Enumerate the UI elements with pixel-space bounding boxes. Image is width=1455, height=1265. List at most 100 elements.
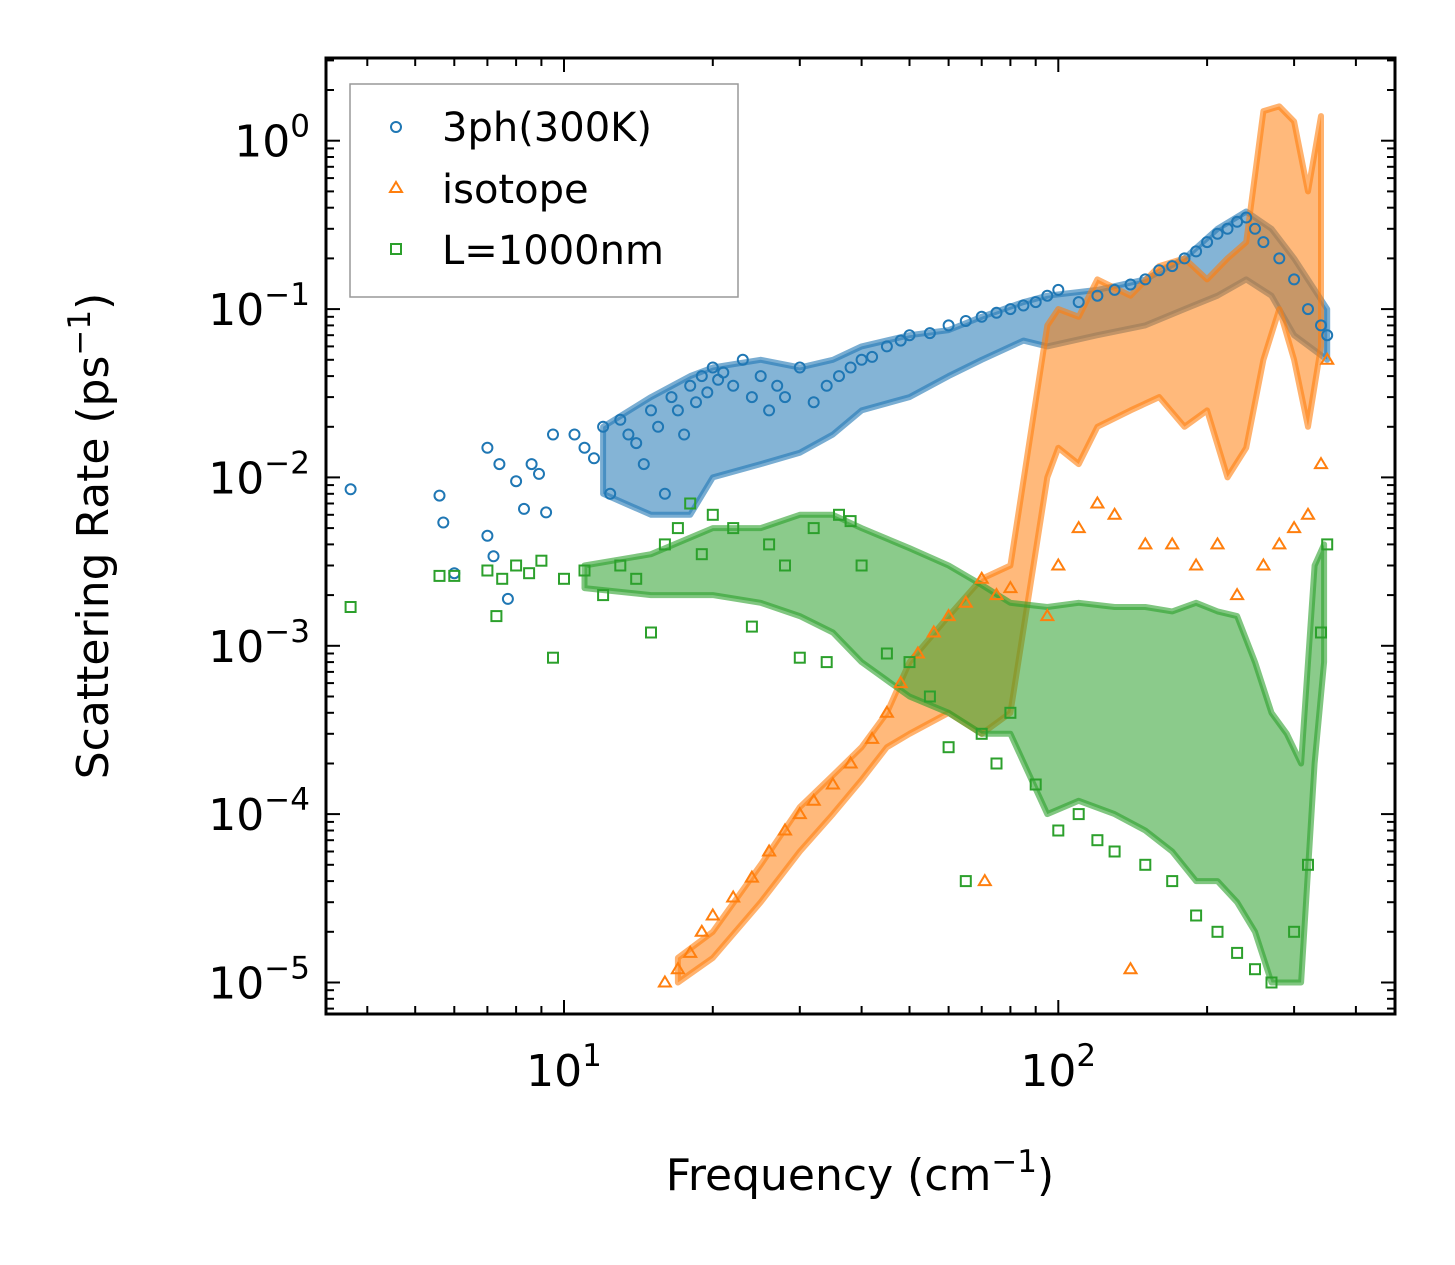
band-series-2 xyxy=(581,511,1328,986)
point-series-0-18 xyxy=(597,420,610,433)
point-series-0-52 xyxy=(894,334,907,347)
point-series-0-36 xyxy=(717,366,730,379)
point-series-1-40 xyxy=(1319,351,1335,365)
point-series-2-47 xyxy=(1211,925,1224,938)
point-series-0-75 xyxy=(1221,222,1234,235)
point-series-2-15 xyxy=(645,626,657,639)
point-series-0-57 xyxy=(975,310,988,323)
point-series-0-41 xyxy=(763,404,776,417)
point-series-0-9 xyxy=(510,475,523,488)
point-series-1-4 xyxy=(705,907,721,921)
point-series-0-40 xyxy=(754,370,767,383)
point-series-1-24 xyxy=(1122,961,1139,975)
point-series-2-25 xyxy=(793,651,806,664)
legend-label-isotope: isotope xyxy=(442,167,589,213)
axis-ticks xyxy=(326,58,1395,1014)
point-series-0-49 xyxy=(855,353,868,366)
point-series-1-12 xyxy=(842,755,859,769)
point-series-0-5 xyxy=(481,529,494,542)
point-series-0-33 xyxy=(701,386,714,399)
point-series-2-4 xyxy=(490,610,503,623)
point-series-0-48 xyxy=(844,361,857,374)
point-series-0-81 xyxy=(1288,273,1301,286)
point-series-1-30 xyxy=(1137,536,1154,550)
point-series-2-45 xyxy=(1166,875,1179,888)
legend-label-boundary: L=1000nm xyxy=(442,228,664,274)
y-tick-label: 10−1 xyxy=(208,277,310,336)
y-tick-label: 10−4 xyxy=(208,782,310,841)
point-series-0-45 xyxy=(807,396,820,409)
point-series-2-42 xyxy=(1091,834,1104,847)
point-series-0-72 xyxy=(1190,245,1203,258)
point-series-0-47 xyxy=(833,370,845,383)
point-series-2-19 xyxy=(695,548,708,561)
point-series-0-24 xyxy=(645,404,657,417)
point-series-1-7 xyxy=(761,843,777,857)
point-series-2-37 xyxy=(990,757,1003,770)
point-series-0-56 xyxy=(959,315,972,327)
legend: 3ph(300K) isotope L=1000nm xyxy=(349,83,739,298)
point-series-1-19 xyxy=(958,594,974,608)
y-tick-label: 10−5 xyxy=(208,951,310,1010)
point-series-2-3 xyxy=(481,564,494,577)
point-series-2-51 xyxy=(1288,925,1301,938)
point-series-0-42 xyxy=(771,379,784,392)
point-series-0-8 xyxy=(501,592,514,605)
point-series-0-19 xyxy=(604,487,617,500)
point-series-1-20 xyxy=(973,570,990,584)
point-series-2-35 xyxy=(959,875,972,888)
point-series-0-2 xyxy=(437,516,450,529)
point-series-1-39 xyxy=(1313,456,1329,470)
point-series-0-46 xyxy=(820,379,833,392)
point-series-1-10 xyxy=(805,792,822,806)
point-series-2-31 xyxy=(880,647,893,660)
point-series-0-58 xyxy=(990,306,1003,319)
point-series-2-14 xyxy=(630,572,643,585)
point-series-1-15 xyxy=(892,675,909,689)
point-series-0-25 xyxy=(652,420,665,433)
point-series-1-32 xyxy=(1188,557,1204,571)
point-series-0-14 xyxy=(547,428,559,441)
point-series-1-29 xyxy=(1106,506,1123,520)
point-series-2-28 xyxy=(833,508,845,521)
point-series-2-52 xyxy=(1302,858,1314,871)
point-series-0-34 xyxy=(706,361,719,374)
point-series-2-11 xyxy=(578,564,591,577)
point-series-0-50 xyxy=(866,350,879,363)
point-series-0-77 xyxy=(1240,211,1253,224)
point-series-2-29 xyxy=(844,515,857,528)
x-tick-label: 101 xyxy=(526,1038,602,1097)
point-series-2-49 xyxy=(1249,963,1261,976)
point-series-1-28 xyxy=(1089,495,1106,509)
point-series-0-65 xyxy=(1091,289,1104,302)
point-series-0-38 xyxy=(736,353,749,366)
point-series-0-6 xyxy=(487,550,500,563)
series-density-bands xyxy=(581,103,1331,986)
point-series-1-23 xyxy=(977,873,993,887)
point-series-2-39 xyxy=(1029,778,1042,791)
point-series-1-13 xyxy=(864,730,880,744)
point-series-0-61 xyxy=(1029,296,1042,309)
point-series-0-51 xyxy=(880,340,893,353)
point-series-0-84 xyxy=(1321,329,1334,342)
point-series-2-6 xyxy=(510,559,523,572)
point-series-2-20 xyxy=(706,508,719,521)
point-series-2-36 xyxy=(975,727,988,740)
point-series-0-0 xyxy=(344,483,357,496)
point-series-0-7 xyxy=(493,458,506,471)
point-series-2-10 xyxy=(558,572,570,585)
legend-marker-3ph xyxy=(390,121,402,133)
point-series-2-5 xyxy=(496,572,509,585)
x-tick-label: 102 xyxy=(1020,1038,1096,1097)
point-series-0-62 xyxy=(1041,289,1054,302)
point-series-0-32 xyxy=(695,370,708,383)
point-series-2-12 xyxy=(597,589,610,602)
point-series-1-18 xyxy=(940,608,957,622)
point-series-2-9 xyxy=(547,651,559,664)
point-series-0-12 xyxy=(533,467,545,480)
point-series-0-63 xyxy=(1052,283,1065,296)
y-tick-label: 100 xyxy=(234,109,310,168)
point-series-2-21 xyxy=(727,522,740,535)
point-series-0-1 xyxy=(433,489,446,502)
